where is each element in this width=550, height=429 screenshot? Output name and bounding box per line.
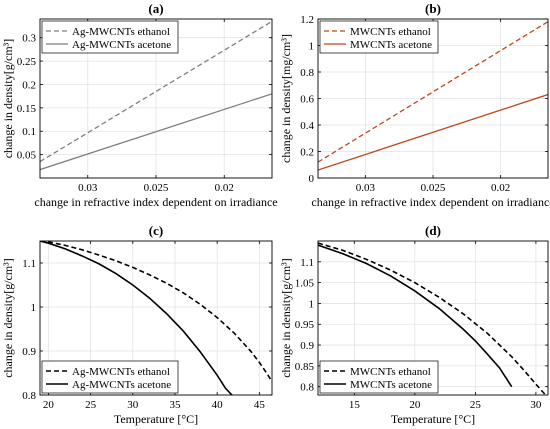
x-tick-label: 30: [127, 399, 139, 411]
legend-box: [41, 20, 179, 54]
x-tick-label: 25: [85, 399, 97, 411]
y-tick-label: 0.6: [300, 94, 314, 106]
series-line-1: [40, 20, 272, 163]
y-tick-label: 0: [309, 173, 315, 185]
x-tick-label: 0.03: [356, 182, 376, 194]
y-tick-label: 1.05: [295, 278, 315, 290]
series-line-2: [40, 93, 272, 171]
y-tick-label: 0.8: [22, 390, 36, 402]
x-axis-label: Temperature [°C]: [391, 412, 475, 426]
y-axis-label: change in density[mg/cm³]: [279, 34, 293, 163]
legend-label-2: Ag-MWCNTs acetone: [72, 39, 171, 51]
y-tick-label: 0.8: [300, 67, 314, 79]
x-axis-label: Temperature [°C]: [114, 412, 198, 426]
x-tick-label: 0.02: [215, 182, 234, 194]
y-tick-label: 0.85: [295, 361, 315, 373]
y-tick-label: 0.9: [22, 346, 36, 358]
y-tick-label: 1.1: [300, 257, 314, 269]
panel-title: (b): [425, 1, 441, 16]
x-tick-label: 0.02: [491, 182, 510, 194]
panel-a: 0.03 0.025 0.02 0.05 0.1 0.15 0.2 0.25 0.3 (a) cha…: [1, 1, 278, 209]
series-line-1: [318, 242, 547, 395]
y-tick-label: 1: [309, 298, 315, 310]
panel-title: (d): [425, 223, 441, 238]
y-tick-label: 0.2: [300, 147, 314, 159]
legend-label-2: MWCNTs acetone: [350, 39, 432, 51]
y-tick-label: 1.1: [22, 258, 36, 270]
x-tick-label: 30: [530, 399, 542, 411]
legend-label-1: MWCNTs ethanol: [350, 366, 431, 378]
y-tick-label: 0.95: [295, 319, 315, 331]
legend-label-2: MWCNTs acetone: [350, 379, 432, 391]
y-axis-label: change in density[g/cm³]: [279, 258, 293, 378]
x-axis-label: change in refractive index dependent on …: [311, 195, 550, 209]
x-axis-label: change in refractive index dependent on …: [34, 195, 277, 209]
panel-d: 15 20 25 30 0.8 0.85 0.9 0.95 1 1.05 1.1 (d) Tempera…: [279, 223, 549, 426]
y-tick-label: 0.9: [300, 340, 314, 352]
y-tick-label: 0.3: [22, 33, 36, 45]
y-tick-label: 1.2: [300, 14, 314, 26]
x-tick-label: 35: [169, 399, 181, 411]
x-tick-label: 15: [349, 399, 361, 411]
y-tick-label: 0.2: [22, 79, 36, 91]
legend-box: [319, 20, 439, 54]
x-tick-label: 0.025: [421, 182, 446, 194]
axes-box: [317, 240, 549, 396]
y-tick-label: 0.4: [300, 120, 314, 132]
panel-title: (c): [149, 223, 163, 238]
x-tick-label: 45: [254, 399, 266, 411]
axes-box: [39, 240, 273, 396]
y-axis-label: change in density[g/cm³]: [1, 258, 15, 378]
panel-b: 0.03 0.025 0.02 0 0.2 0.4 0.6 0.8 1 1.2 (b) change …: [279, 1, 550, 209]
y-tick-label: 0.05: [17, 150, 37, 162]
series-line-2: [318, 93, 548, 171]
legend-box: [41, 360, 179, 394]
y-tick-label: 0.15: [17, 103, 37, 115]
legend-label-1: Ag-MWCNTs ethanol: [72, 26, 170, 38]
y-tick-label: 1: [31, 302, 37, 314]
x-tick-label: 0.025: [144, 182, 169, 194]
legend-label-1: MWCNTs ethanol: [350, 26, 431, 38]
legend-label-2: Ag-MWCNTs acetone: [72, 379, 171, 391]
panel-title: (a): [148, 1, 163, 16]
series-line-2: [318, 244, 513, 388]
y-tick-label: 0.1: [22, 126, 36, 138]
x-tick-label: 20: [409, 399, 421, 411]
series-line-1: [318, 21, 548, 163]
y-tick-label: 0.8: [300, 382, 314, 394]
x-tick-label: 40: [212, 399, 224, 411]
y-tick-label: 0.25: [17, 56, 37, 68]
x-tick-label: 20: [43, 399, 55, 411]
x-tick-label: 0.03: [78, 182, 98, 194]
x-tick-label: 25: [470, 399, 482, 411]
panel-c: 20 25 30 35 40 45 0.8 0.9 1 1.1 (c) Temperature [°C…: [1, 223, 273, 426]
series-line-2: [40, 241, 234, 395]
y-axis-label: change in density[g/cm³]: [1, 39, 15, 159]
legend-box: [319, 360, 439, 394]
y-tick-label: 1: [309, 41, 315, 53]
legend-label-1: Ag-MWCNTs ethanol: [72, 366, 170, 378]
